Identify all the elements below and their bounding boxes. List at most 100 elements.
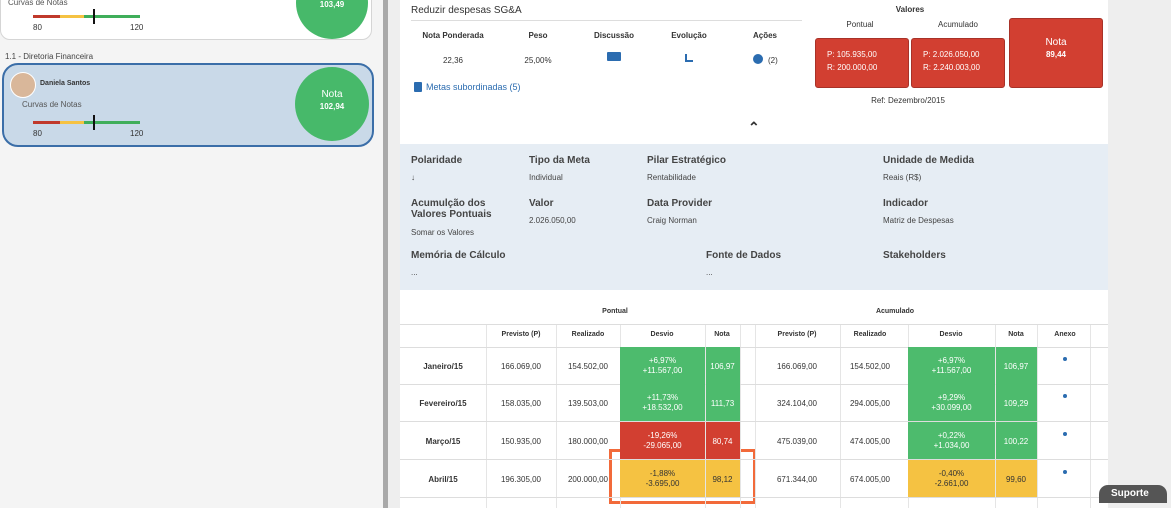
metric-value: 25,00%	[524, 56, 552, 65]
column-header: Nota	[714, 331, 730, 338]
nota: 99,60	[1005, 475, 1027, 484]
divider	[411, 20, 802, 21]
group-header: Pontual	[602, 308, 628, 315]
field-label: Fonte de Dados	[706, 250, 782, 261]
previsto: 166.069,00	[500, 362, 542, 371]
field-value: Reais (R$)	[883, 173, 922, 182]
column-header: Previsto (P)	[777, 331, 817, 338]
col-line	[740, 325, 741, 508]
discussion-icon[interactable]	[607, 52, 621, 61]
previsto: 196.305,00	[500, 475, 542, 484]
subordinates-icon[interactable]	[414, 82, 422, 92]
scale-marker	[93, 115, 95, 130]
field-value: Rentabilidade	[647, 173, 696, 182]
value-box	[911, 38, 1005, 88]
column-header: Nota	[1008, 331, 1024, 338]
rule	[400, 324, 1108, 325]
attachment-dot[interactable]	[1063, 394, 1067, 398]
scale-min: 80	[33, 129, 42, 138]
nota: 111,73	[710, 399, 735, 408]
column-header: Desvio	[650, 331, 674, 338]
realizado: 474.005,00	[849, 437, 891, 446]
nota: 100,22	[1003, 437, 1029, 446]
field-value: ...	[411, 268, 418, 277]
realizado: 154.502,00	[849, 362, 891, 371]
value-box	[815, 38, 909, 88]
desvio-pct: +6,97%	[648, 356, 677, 365]
card-subtitle: Curvas de Notas	[8, 0, 68, 7]
nota-cell	[706, 347, 740, 384]
attachment-dot[interactable]	[1063, 432, 1067, 436]
nota: 80,74	[712, 437, 733, 446]
previsto: 324.104,00	[776, 399, 818, 408]
desvio-pct: -1,88%	[649, 469, 676, 478]
rule	[400, 347, 1108, 348]
support-button[interactable]	[1099, 485, 1167, 503]
desvio-cell	[908, 422, 995, 459]
field-value: Somar os Valores	[411, 228, 474, 237]
section-label: 1.1 - Diretoria Financeira	[5, 52, 94, 61]
field-label: Data Provider	[647, 198, 713, 209]
field-value: 2.026.050,00	[529, 216, 576, 225]
field-value: Matriz de Despesas	[883, 216, 954, 225]
user-name: Daniela Santos	[40, 80, 91, 87]
pontual-label: Pontual	[846, 20, 874, 29]
desvio-cell	[620, 384, 705, 421]
goal-title: Reduzir despesas SG&A	[411, 5, 522, 16]
scale-green	[84, 15, 140, 18]
nota-cell	[706, 460, 740, 497]
field-label: Pilar Estratégico	[647, 155, 726, 166]
column-header: Desvio	[939, 331, 963, 338]
metric-header: Discussão	[593, 31, 635, 40]
support-label[interactable]: Suporte	[1111, 488, 1149, 499]
splitter[interactable]	[383, 0, 388, 508]
metric-value: 22,36	[442, 56, 464, 65]
desvio-cell	[908, 384, 995, 421]
realizado: 139.503,00	[567, 399, 609, 408]
field-label: Stakeholders	[883, 250, 946, 261]
col-line	[995, 325, 996, 508]
month-label: Abril/15	[428, 475, 458, 484]
desvio-abs: -29.065,00	[643, 441, 682, 450]
actions-icon[interactable]	[753, 54, 763, 64]
evolution-icon[interactable]	[685, 54, 693, 62]
metric-header: Nota Ponderada	[422, 31, 484, 40]
desvio-pct: +11,73%	[646, 393, 679, 402]
nota-value: 89,44	[1045, 50, 1067, 59]
attachment-dot[interactable]	[1063, 357, 1067, 361]
realizado: 200.000,00	[567, 475, 609, 484]
previsto: 150.935,00	[500, 437, 542, 446]
col-line	[840, 325, 841, 508]
column-header: Anexo	[1054, 331, 1076, 338]
desvio-cell	[908, 460, 995, 497]
field-label: Memória de Cálculo	[411, 250, 506, 261]
score: 103,49	[319, 0, 345, 9]
score-label: Nota	[321, 89, 343, 100]
desvio-abs: +11.567,00	[931, 366, 972, 375]
nota-cell	[996, 422, 1037, 459]
metric-header: Evolução	[671, 31, 707, 40]
nota-cell	[706, 422, 740, 459]
column-header: Previsto (P)	[501, 331, 541, 338]
desvio-cell	[620, 460, 705, 497]
field-label: Unidade de Medida	[883, 155, 975, 166]
ref-date: Ref: Dezembro/2015	[871, 96, 945, 105]
nota-cell	[706, 384, 740, 421]
nota: 98,12	[712, 475, 733, 484]
col-line	[705, 325, 706, 508]
desvio-pct: -0,40%	[938, 469, 965, 478]
col-line	[1037, 325, 1038, 508]
collapse-icon[interactable]: ⌃	[748, 119, 760, 135]
desvio-abs: +18.532,00	[642, 403, 683, 412]
attachment-dot[interactable]	[1063, 470, 1067, 474]
desvio-cell	[908, 347, 995, 384]
desvio-pct: +6,97%	[937, 356, 966, 365]
scale-red	[33, 15, 60, 18]
subordinates-link[interactable]: Metas subordinadas (5)	[426, 82, 521, 92]
col-line	[486, 325, 487, 508]
row-line	[400, 459, 1108, 460]
avatar	[10, 72, 36, 98]
value-text: P: 105.935,00	[827, 50, 877, 59]
field-value: ↓	[411, 173, 415, 182]
desvio-pct: +0,22%	[937, 431, 966, 440]
